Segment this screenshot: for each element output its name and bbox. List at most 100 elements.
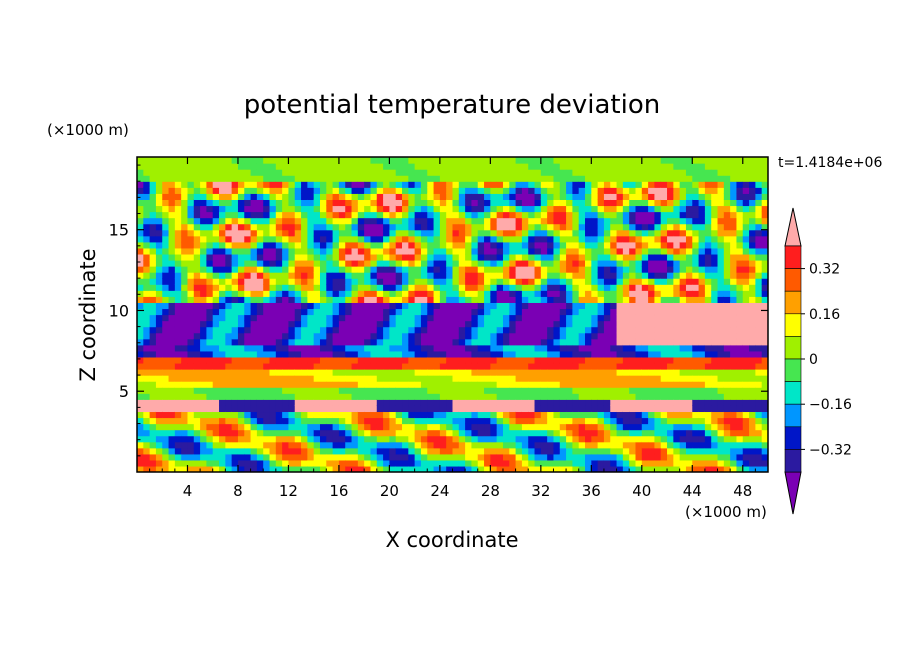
field-cell: [692, 381, 700, 388]
field-cell: [660, 290, 668, 297]
field-cell: [351, 411, 359, 419]
field-cell: [206, 459, 214, 467]
field-cell: [603, 290, 611, 297]
field-cell: [477, 332, 485, 340]
field-cell: [711, 296, 719, 303]
field-cell: [427, 193, 435, 201]
field-cell: [622, 314, 630, 322]
field-cell: [534, 247, 542, 255]
field-cell: [389, 417, 397, 425]
field-cell: [155, 241, 163, 249]
field-cell: [338, 266, 346, 273]
field-cell: [509, 187, 517, 194]
field-cell: [509, 272, 517, 279]
field-cell: [168, 393, 176, 400]
field-cell: [559, 417, 567, 425]
field-cell: [187, 435, 195, 443]
field-cell: [282, 338, 290, 346]
field-cell: [622, 284, 630, 291]
field-cell: [673, 259, 681, 267]
field-cell: [502, 375, 510, 382]
field-cell: [641, 278, 649, 285]
field-cell: [237, 369, 245, 376]
field-cell: [263, 278, 271, 285]
field-cell: [395, 338, 403, 346]
field-cell: [534, 423, 542, 431]
field-cell: [452, 296, 460, 303]
field-cell: [534, 253, 542, 261]
field-cell: [263, 453, 271, 461]
field-cell: [433, 272, 441, 279]
field-cell: [711, 362, 719, 370]
field-cell: [540, 211, 548, 219]
field-cell: [509, 296, 517, 303]
field-cell: [591, 429, 599, 437]
field-cell: [395, 399, 403, 406]
field-cell: [496, 435, 504, 443]
field-cell: [597, 332, 605, 340]
field-cell: [143, 320, 151, 328]
field-cell: [553, 296, 561, 303]
field-cell: [414, 253, 422, 261]
field-cell: [301, 338, 308, 346]
field-cell: [616, 429, 624, 437]
field-cell: [673, 350, 681, 358]
field-cell: [225, 223, 233, 231]
field-cell: [364, 241, 372, 249]
field-cell: [736, 266, 744, 273]
field-cell: [143, 163, 151, 170]
field-cell: [326, 405, 334, 413]
field-cell: [477, 157, 485, 164]
field-cell: [269, 193, 277, 201]
field-cell: [471, 241, 479, 249]
field-cell: [502, 278, 510, 285]
field-cell: [515, 314, 523, 322]
field-cell: [332, 278, 340, 285]
field-cell: [168, 387, 176, 394]
field-cell: [206, 332, 214, 340]
field-cell: [351, 284, 359, 291]
field-cell: [603, 211, 611, 219]
field-cell: [471, 399, 479, 406]
field-cell: [155, 223, 163, 231]
field-cell: [679, 393, 687, 400]
field-cell: [212, 157, 220, 164]
field-cell: [433, 356, 441, 364]
field-cell: [736, 393, 744, 400]
field-cell: [736, 247, 744, 255]
field-cell: [635, 266, 643, 273]
field-cell: [458, 356, 466, 364]
field-cell: [660, 465, 668, 472]
field-cell: [477, 181, 485, 188]
field-cell: [521, 344, 529, 352]
field-cell: [723, 344, 731, 352]
field-cell: [282, 169, 290, 176]
field-cell: [162, 223, 170, 231]
field-cell: [496, 247, 504, 255]
field-cell: [219, 435, 226, 443]
field-cell: [502, 181, 510, 188]
field-cell: [288, 284, 296, 291]
field-cell: [477, 356, 485, 364]
field-cell: [641, 350, 649, 358]
field-cell: [307, 381, 315, 388]
field-cell: [673, 381, 681, 388]
field-cell: [484, 290, 491, 297]
field-cell: [458, 387, 466, 394]
field-cell: [256, 259, 264, 267]
field-cell: [528, 447, 536, 455]
field-cell: [301, 356, 308, 364]
field-cell: [496, 411, 504, 419]
field-cell: [717, 259, 725, 267]
field-cell: [717, 229, 725, 237]
field-cell: [212, 356, 220, 364]
field-cell: [585, 405, 592, 413]
field-cell: [540, 447, 548, 455]
field-cell: [553, 205, 561, 213]
field-cell: [408, 459, 416, 467]
field-cell: [345, 235, 353, 243]
field-cell: [597, 211, 605, 219]
field-cell: [275, 338, 283, 346]
field-cell: [547, 157, 555, 164]
field-cell: [137, 423, 144, 431]
